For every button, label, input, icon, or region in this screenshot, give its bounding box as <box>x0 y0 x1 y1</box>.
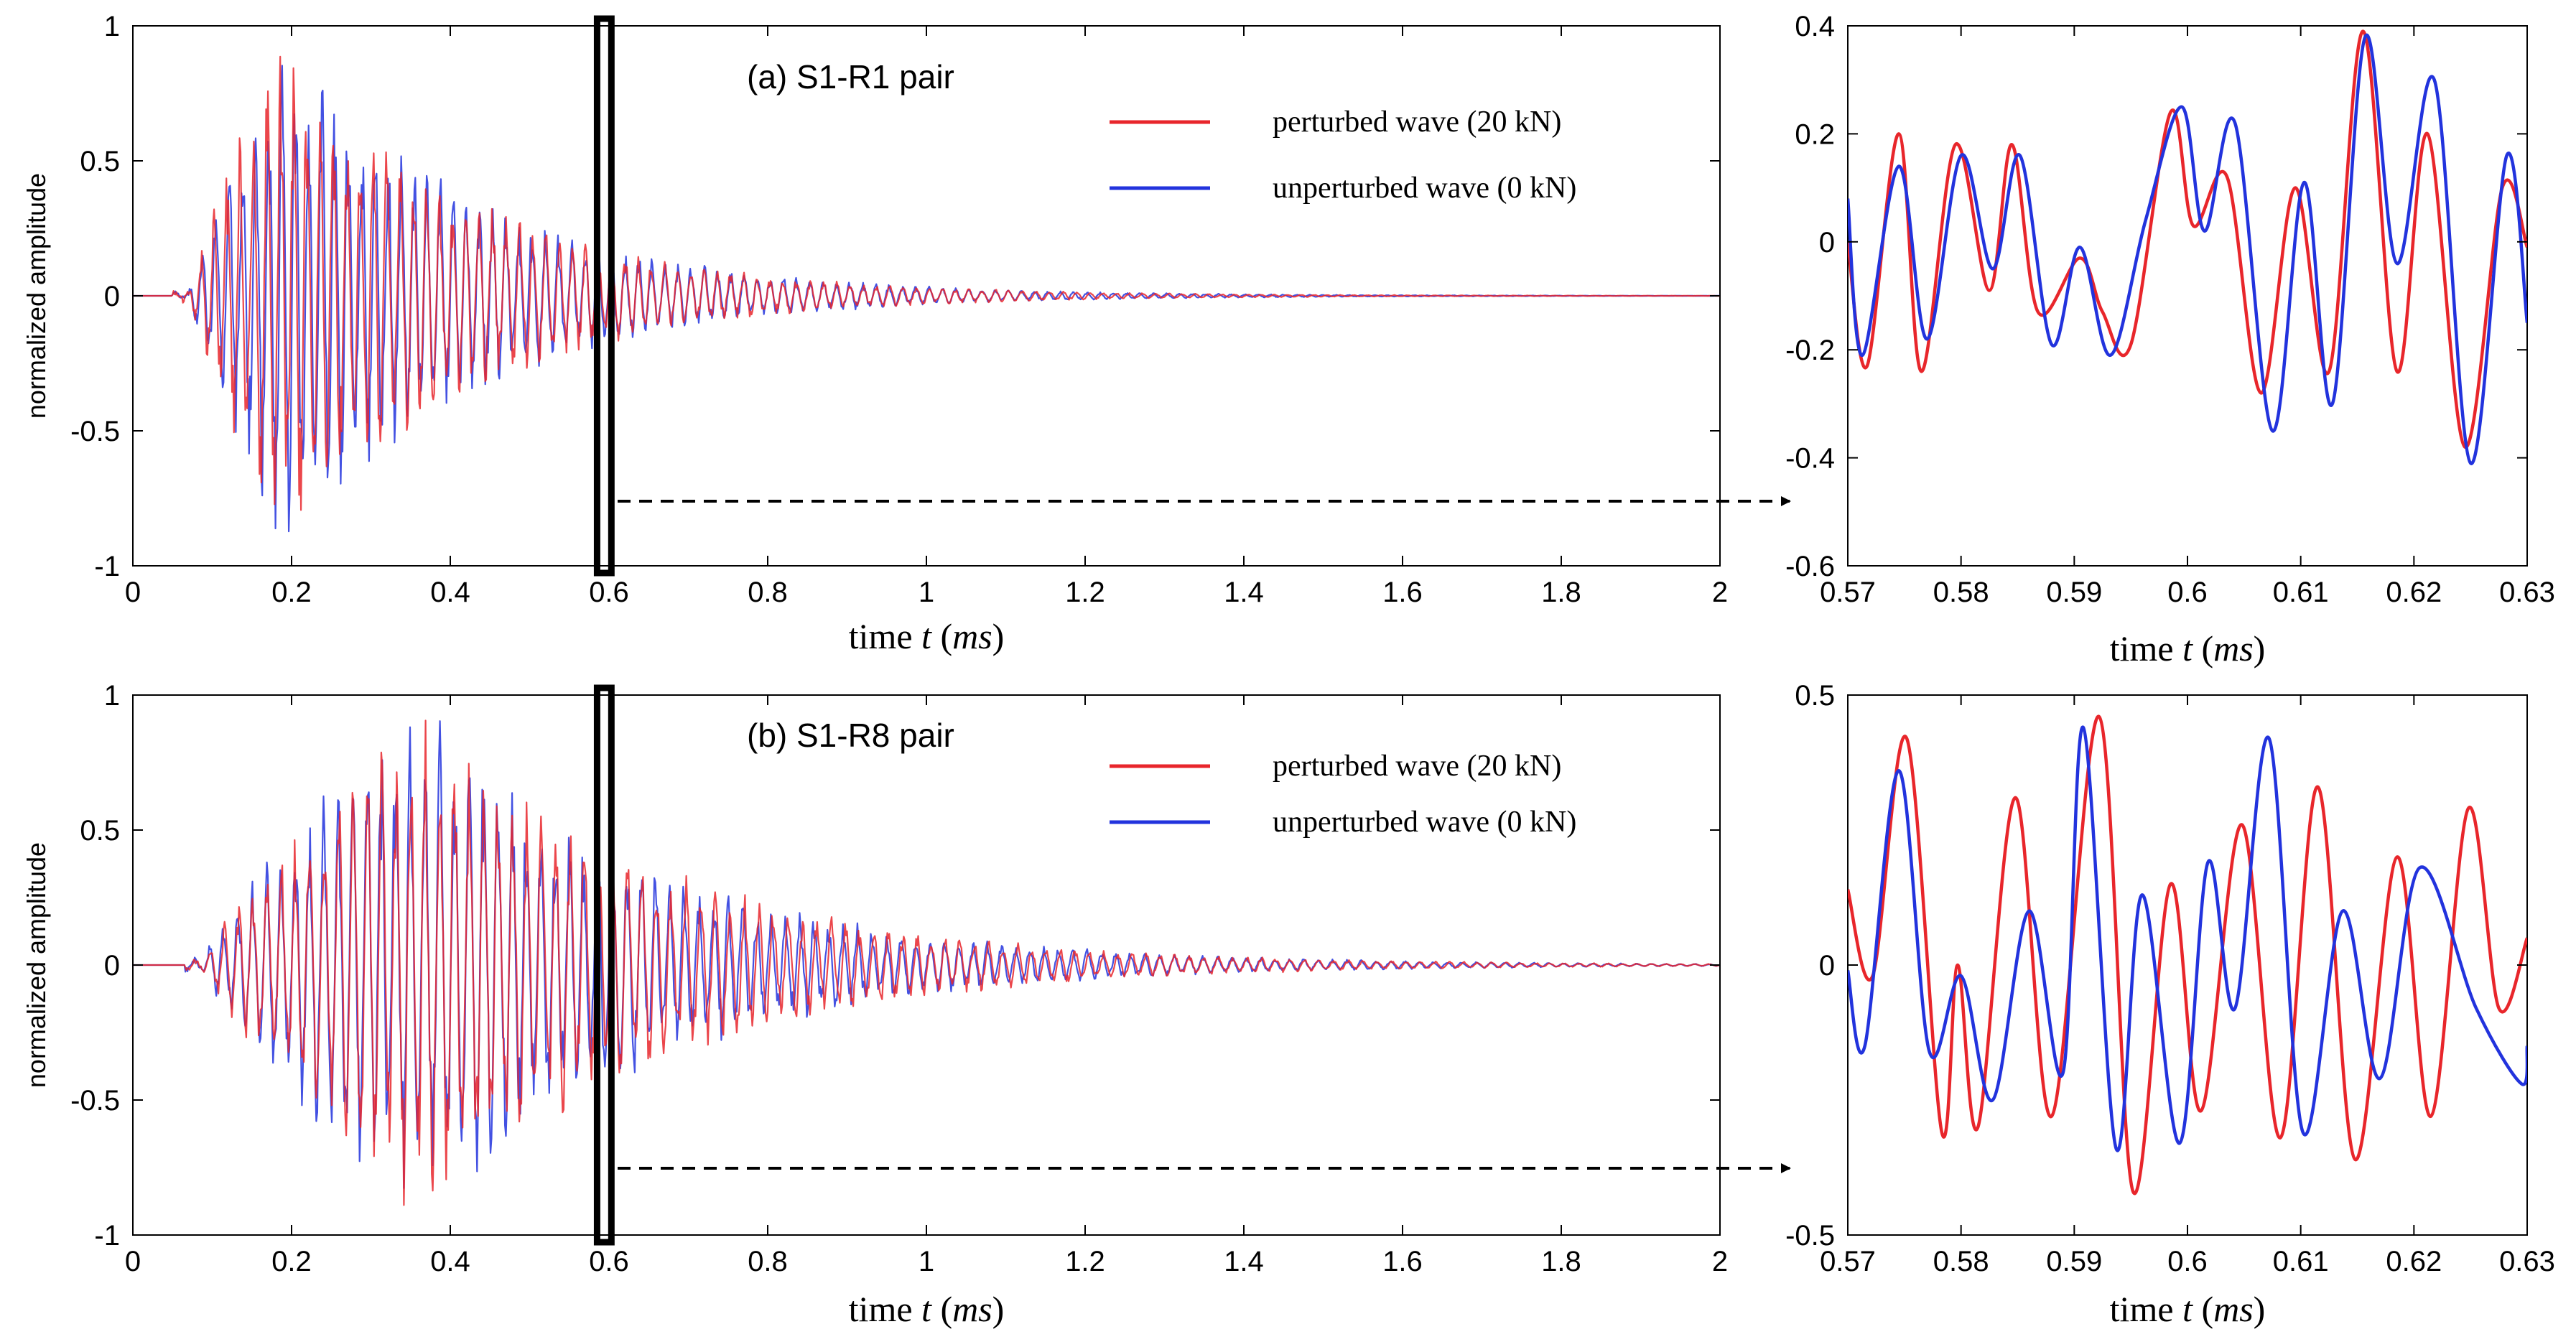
zoom-window-box <box>593 15 615 577</box>
y-tick-label: -0.5 <box>70 1085 120 1117</box>
x-axis-label-unit: ms <box>952 616 992 656</box>
x-tick-label: 0.8 <box>748 577 788 608</box>
x-tick-label: 0.6 <box>589 1246 629 1277</box>
x-tick-label: 0.59 <box>2046 1246 2102 1277</box>
x-tick-label: 0 <box>125 577 141 608</box>
y-tick-label: 0 <box>1819 227 1835 258</box>
x-axis-label: time t (ms) <box>849 616 1005 656</box>
x-tick-label: 1.6 <box>1382 577 1423 608</box>
y-tick-label: 0.2 <box>1795 118 1835 150</box>
series-line-perturbed <box>1848 714 2527 1196</box>
x-tick-label: 1 <box>919 1246 934 1277</box>
x-axis-label-pre: time <box>2110 1289 2182 1329</box>
y-tick-label: 0 <box>104 950 120 982</box>
x-axis-label: time t (ms) <box>2110 628 2266 668</box>
x-tick-label: 0.62 <box>2386 577 2442 608</box>
x-tick-label: 1.6 <box>1382 1246 1423 1277</box>
y-tick-label: -0.2 <box>1785 335 1835 366</box>
series-line-unperturbed <box>1848 33 2527 465</box>
x-tick-label: 1.8 <box>1541 1246 1581 1277</box>
legend-label-perturbed: perturbed wave (20 kN) <box>1273 750 1561 783</box>
series-line-perturbed <box>1848 29 2527 449</box>
x-tick-label: 0.6 <box>2167 1246 2208 1277</box>
y-tick-label: -1 <box>94 551 120 582</box>
x-tick-label: 0 <box>125 1246 141 1277</box>
y-tick-label: 1 <box>104 680 120 712</box>
x-axis-label-pre: time <box>849 1289 921 1329</box>
y-tick-label: -0.4 <box>1785 443 1835 475</box>
x-tick-label: 0.57 <box>1820 577 1876 608</box>
x-tick-label: 0.8 <box>748 1246 788 1277</box>
x-axis-label-pre: time <box>2110 628 2182 668</box>
legend: perturbed wave (20 kN) unperturbed wave … <box>1110 106 1576 205</box>
x-tick-label: 2 <box>1712 577 1728 608</box>
x-tick-label: 0.59 <box>2046 577 2102 608</box>
x-tick-label: 1.8 <box>1541 577 1581 608</box>
x-tick-label: 0.2 <box>271 1246 312 1277</box>
y-tick-label: 0.4 <box>1795 11 1835 42</box>
y-tick-label: 0 <box>104 281 120 312</box>
x-tick-label: 1.4 <box>1224 577 1264 608</box>
panel-b-main-chart: 0 0.2 0.4 0.6 0.8 1 1.2 1.4 1.6 1.8 2 -1 -0.5 0 0.5 1 (… <box>22 680 1728 1329</box>
x-tick-label: 2 <box>1712 1246 1728 1277</box>
legend-label-unperturbed: unperturbed wave (0 kN) <box>1273 806 1576 839</box>
x-tick-label: 1.2 <box>1065 1246 1105 1277</box>
y-tick-label: -0.5 <box>70 416 120 447</box>
y-axis-label: normalized amplitude <box>22 842 51 1088</box>
x-tick-label: 0.61 <box>2273 1246 2329 1277</box>
x-tick-label: 0.4 <box>430 1246 470 1277</box>
y-tick-label: 0.5 <box>80 815 120 847</box>
y-tick-label: 0 <box>1819 950 1835 982</box>
zoom-window-box <box>593 684 615 1246</box>
legend-label-unperturbed: unperturbed wave (0 kN) <box>1273 172 1576 205</box>
panel-b-zoom-chart: 0.57 0.58 0.59 0.6 0.61 0.62 0.63 -0.5 0 0.5 time… <box>1785 680 2555 1329</box>
x-tick-label: 1.4 <box>1224 1246 1264 1277</box>
x-tick-label: 0.62 <box>2386 1246 2442 1277</box>
x-axis-label-unit: ms <box>2213 628 2254 668</box>
series-line-unperturbed <box>1848 725 2527 1152</box>
panel-annotation: (b) S1-R8 pair <box>747 717 954 754</box>
x-tick-label: 0.6 <box>589 577 629 608</box>
series-line-perturbed <box>133 719 1719 1206</box>
x-tick-label: 0.4 <box>430 577 470 608</box>
legend: perturbed wave (20 kN) unperturbed wave … <box>1110 750 1576 839</box>
legend-label-perturbed: perturbed wave (20 kN) <box>1273 106 1561 139</box>
x-axis-label-var: t <box>2182 1289 2193 1329</box>
y-tick-label: -0.6 <box>1785 551 1835 582</box>
y-axis-label: normalized amplitude <box>22 173 51 419</box>
x-tick-label: 0.63 <box>2499 1246 2555 1277</box>
y-tick-label: -0.5 <box>1785 1220 1835 1252</box>
y-tick-label: 0.5 <box>80 146 120 177</box>
panel-a-main-chart: 0 0.2 0.4 0.6 0.8 1 1.2 1.4 1.6 1.8 2 -1 -0.5 0 0.5 1 (… <box>22 11 1728 656</box>
x-axis-label-var: t <box>2182 628 2193 668</box>
x-tick-label: 0.58 <box>1933 1246 1989 1277</box>
x-tick-label: 0.2 <box>271 577 312 608</box>
panel-a-zoom-chart: 0.57 0.58 0.59 0.6 0.61 0.62 0.63 -0.6 -0.4 -0.2 0… <box>1785 11 2555 668</box>
y-tick-label: 1 <box>104 11 120 42</box>
plot-frame <box>1847 25 2528 567</box>
plot-frame <box>1847 694 2528 1236</box>
x-axis-label-var: t <box>921 616 932 656</box>
y-tick-label: 0.5 <box>1795 680 1835 712</box>
series-line-perturbed <box>133 55 1720 511</box>
x-tick-label: 0.61 <box>2273 577 2329 608</box>
x-axis-label: time t (ms) <box>2110 1289 2266 1329</box>
panel-annotation: (a) S1-R1 pair <box>747 58 954 95</box>
x-tick-label: 0.63 <box>2499 577 2555 608</box>
x-tick-label: 1 <box>919 577 934 608</box>
x-tick-label: 1.2 <box>1065 577 1105 608</box>
x-axis-label-var: t <box>921 1289 932 1329</box>
y-tick-label: -1 <box>94 1220 120 1252</box>
x-axis-label-unit: ms <box>2213 1289 2254 1329</box>
x-tick-label: 0.57 <box>1820 1246 1876 1277</box>
x-axis-label-unit: ms <box>952 1289 992 1329</box>
x-axis-label-pre: time <box>849 616 921 656</box>
x-axis-label: time t (ms) <box>849 1289 1005 1329</box>
x-tick-label: 0.58 <box>1933 577 1989 608</box>
x-tick-label: 0.6 <box>2167 577 2208 608</box>
